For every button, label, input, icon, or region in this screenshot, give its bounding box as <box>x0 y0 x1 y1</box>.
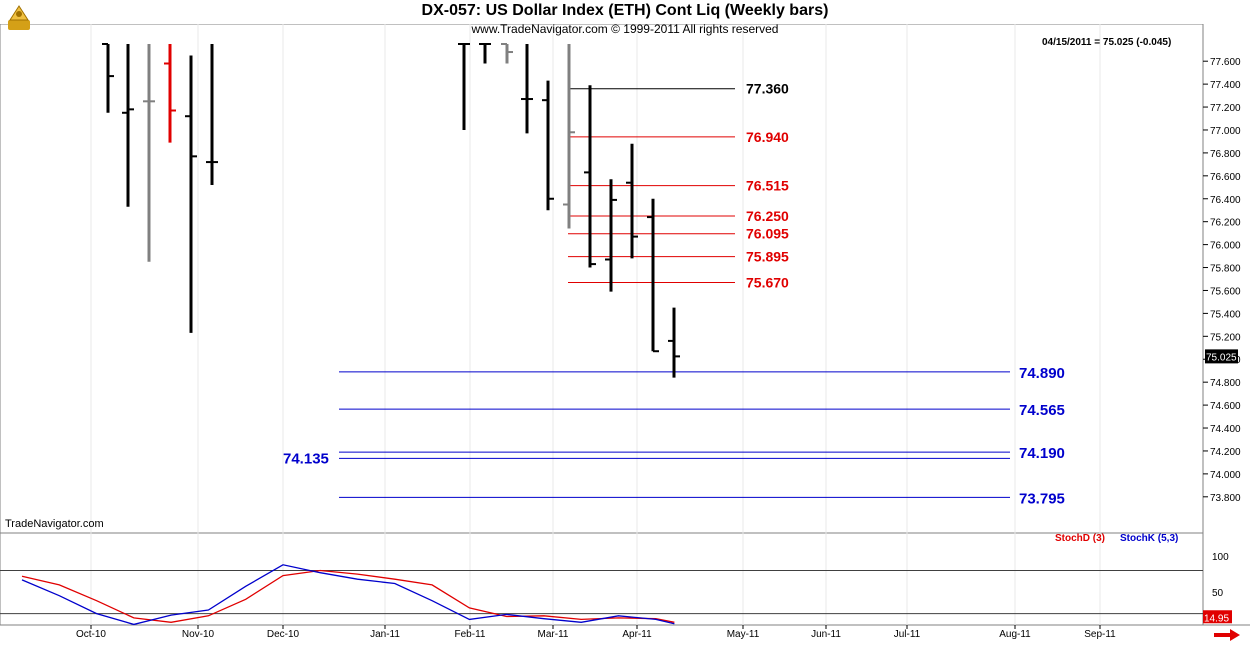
x-tick-label: Mar-11 <box>538 629 569 640</box>
y-tick-label: 76.800 <box>1210 149 1241 160</box>
y-tick-label: 75.400 <box>1210 309 1241 320</box>
level-label: 76.515 <box>746 178 789 194</box>
x-tick-label: Aug-11 <box>999 629 1031 640</box>
y-tick-label: 75.200 <box>1210 332 1241 343</box>
brand-watermark: TradeNavigator.com <box>5 518 104 530</box>
stochd-line <box>21 569 675 623</box>
y-tick-label: 74.400 <box>1210 424 1241 435</box>
y-tick-label: 76.200 <box>1210 218 1241 229</box>
price-readout: 04/15/2011 = 75.025 (-0.045) <box>1042 37 1172 48</box>
last-price-box <box>1205 349 1238 364</box>
level-label: 75.895 <box>746 249 789 265</box>
scroll-right-arrow-icon[interactable] <box>1212 628 1242 642</box>
y-tick-label: 74.600 <box>1210 401 1241 412</box>
level-label: 74.190 <box>1019 445 1065 462</box>
y-tick-label: 74.200 <box>1210 447 1241 458</box>
x-tick-label: Jan-11 <box>370 629 400 640</box>
copyright-text: www.TradeNavigator.com © 1999-2011 All r… <box>471 22 779 36</box>
x-tick-label: May-11 <box>727 629 760 640</box>
stoch-last-label: 14.95 <box>1204 613 1229 624</box>
y-tick-label: 75.800 <box>1210 264 1241 275</box>
y-tick-label: 77.400 <box>1210 80 1241 91</box>
level-label: 76.095 <box>746 226 789 242</box>
x-tick-label: Jul-11 <box>894 629 921 640</box>
level-label: 73.795 <box>1019 490 1065 507</box>
x-tick-label: Oct-10 <box>76 629 106 640</box>
y-tick-label: 76.600 <box>1210 172 1241 183</box>
y-tick-label: 75.600 <box>1210 286 1241 297</box>
level-label: 75.670 <box>746 274 789 290</box>
y-tick-label: 73.800 <box>1210 493 1241 504</box>
x-tick-label: Jun-11 <box>811 629 841 640</box>
legend-stochd[interactable]: StochD (3) <box>1055 533 1105 544</box>
stoch-y-tick-label: 100 <box>1212 552 1229 563</box>
y-tick-label: 76.400 <box>1210 195 1241 206</box>
y-tick-label: 77.200 <box>1210 103 1241 114</box>
level-label: 74.565 <box>1019 402 1065 419</box>
stoch-y-tick-label: 50 <box>1212 588 1224 599</box>
legend-stochk[interactable]: StochK (5,3) <box>1120 533 1179 544</box>
y-tick-label: 76.000 <box>1210 241 1241 252</box>
title-bar <box>0 0 1250 24</box>
chart-title: DX-057: US Dollar Index (ETH) Cont Liq (… <box>421 2 829 19</box>
y-tick-label: 77.000 <box>1210 126 1241 137</box>
last-price-label: 75.025 <box>1206 352 1237 363</box>
x-tick-label: Feb-11 <box>455 629 486 640</box>
level-label: 74.890 <box>1019 365 1065 382</box>
tradenavigator-logo-icon <box>8 5 30 30</box>
level-label: 74.135 <box>283 450 329 467</box>
level-label: 76.250 <box>746 208 789 224</box>
x-tick-label: Dec-10 <box>267 629 300 640</box>
y-tick-label: 77.600 <box>1210 57 1241 68</box>
level-label: 76.940 <box>746 129 789 145</box>
level-label: 77.360 <box>746 81 789 97</box>
x-tick-label: Nov-10 <box>182 629 215 640</box>
stoch-last-box <box>1203 610 1232 624</box>
stochk-line <box>21 564 675 626</box>
y-tick-label: 74.000 <box>1210 470 1241 481</box>
x-tick-label: Apr-11 <box>622 629 652 640</box>
x-tick-label: Sep-11 <box>1084 629 1116 640</box>
y-tick-label: 74.800 <box>1210 378 1241 389</box>
